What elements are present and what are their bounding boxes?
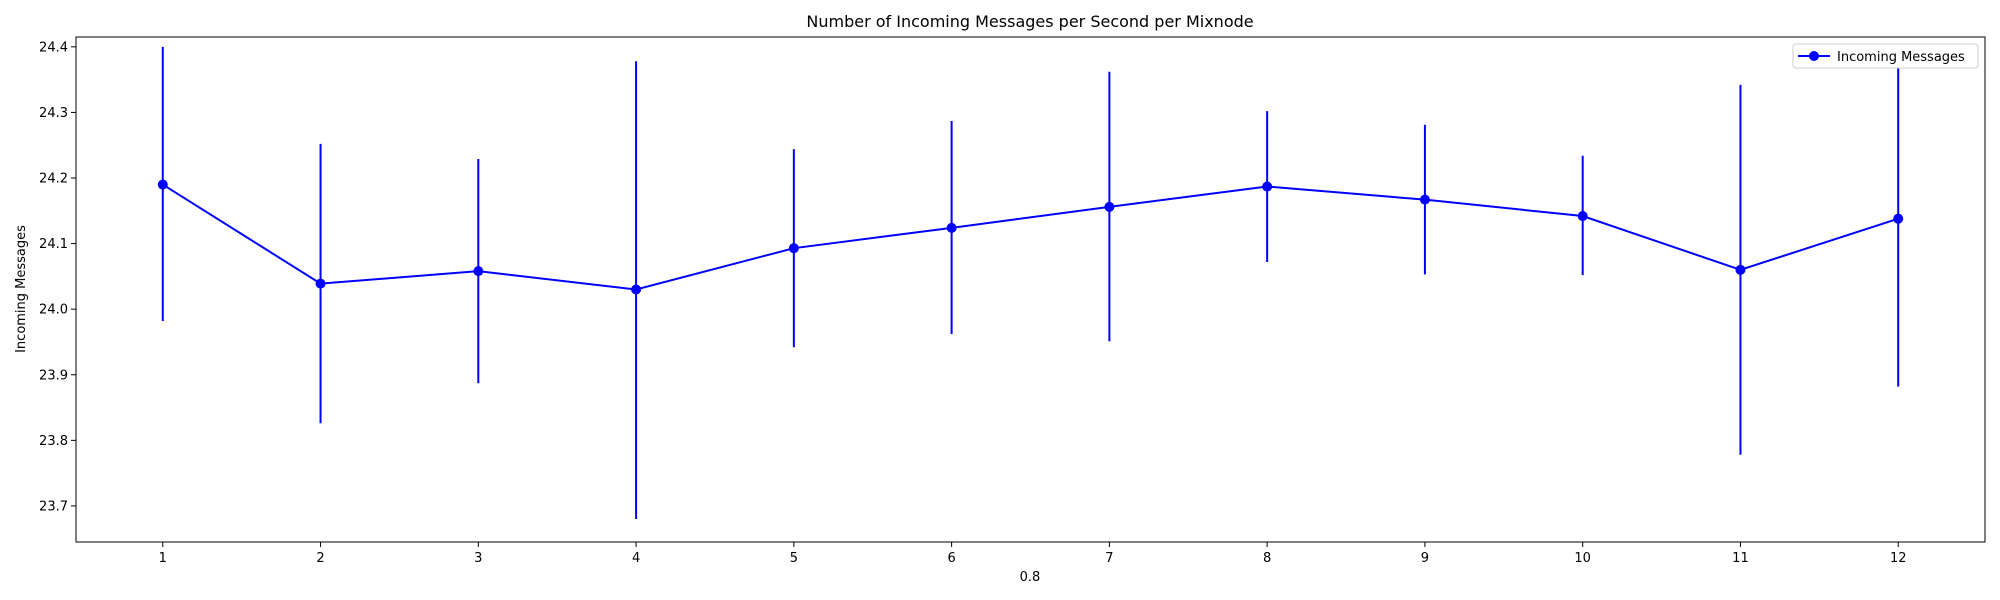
y-tick-label: 24.0 bbox=[39, 303, 68, 318]
x-tick-label: 3 bbox=[474, 551, 482, 566]
x-tick-label: 9 bbox=[1421, 551, 1429, 566]
legend-marker-swatch bbox=[1809, 51, 1819, 61]
legend-box bbox=[1792, 43, 1979, 69]
x-tick-label: 7 bbox=[1105, 551, 1113, 566]
x-tick-label: 2 bbox=[316, 551, 324, 566]
x-tick-label: 6 bbox=[947, 551, 955, 566]
data-point-marker bbox=[946, 222, 957, 233]
legend-label: Incoming Messages bbox=[1837, 50, 1965, 65]
y-axis-ticks: 23.7 23.8 23.9 24.0 24.1 24.2 24.3 24.4 bbox=[39, 40, 76, 514]
y-tick-label: 23.9 bbox=[39, 368, 68, 383]
markers-layer bbox=[157, 179, 1904, 295]
y-tick-label: 24.2 bbox=[39, 172, 68, 187]
x-axis-ticks: 1 2 3 4 5 6 7 8 9 10 11 12 bbox=[159, 542, 1907, 566]
data-point-marker bbox=[315, 278, 326, 289]
data-point-marker bbox=[1577, 211, 1588, 222]
x-tick-label: 10 bbox=[1574, 551, 1591, 566]
y-tick-label: 23.8 bbox=[39, 434, 68, 449]
x-tick-label: 4 bbox=[632, 551, 640, 566]
series-line bbox=[162, 183, 1899, 291]
y-tick-label: 24.1 bbox=[39, 237, 68, 252]
x-tick-label: 5 bbox=[790, 551, 798, 566]
data-point-marker bbox=[1262, 181, 1273, 192]
x-tick-label: 11 bbox=[1732, 551, 1749, 566]
series-lines-layer bbox=[162, 183, 1899, 291]
chart-title: Number of Incoming Messages per Second p… bbox=[806, 12, 1253, 31]
data-point-marker bbox=[1893, 213, 1904, 224]
data-point-marker bbox=[157, 179, 168, 190]
data-point-marker bbox=[631, 284, 642, 295]
x-tick-label: 1 bbox=[159, 551, 167, 566]
data-point-marker bbox=[1735, 264, 1746, 275]
legend: Incoming Messages bbox=[1792, 43, 1979, 69]
data-point-marker bbox=[788, 243, 799, 254]
x-tick-label: 12 bbox=[1890, 551, 1907, 566]
y-tick-label: 23.7 bbox=[39, 499, 68, 514]
x-tick-label: 8 bbox=[1263, 551, 1271, 566]
data-point-marker bbox=[1419, 194, 1430, 205]
x-axis-label: 0.8 bbox=[1020, 570, 1041, 585]
data-point-marker bbox=[473, 266, 484, 277]
y-tick-label: 24.4 bbox=[39, 40, 68, 55]
data-point-marker bbox=[1104, 201, 1115, 212]
plot-frame bbox=[75, 36, 1986, 543]
y-tick-label: 24.3 bbox=[39, 106, 68, 121]
y-axis-label: Incoming Messages bbox=[14, 225, 29, 353]
